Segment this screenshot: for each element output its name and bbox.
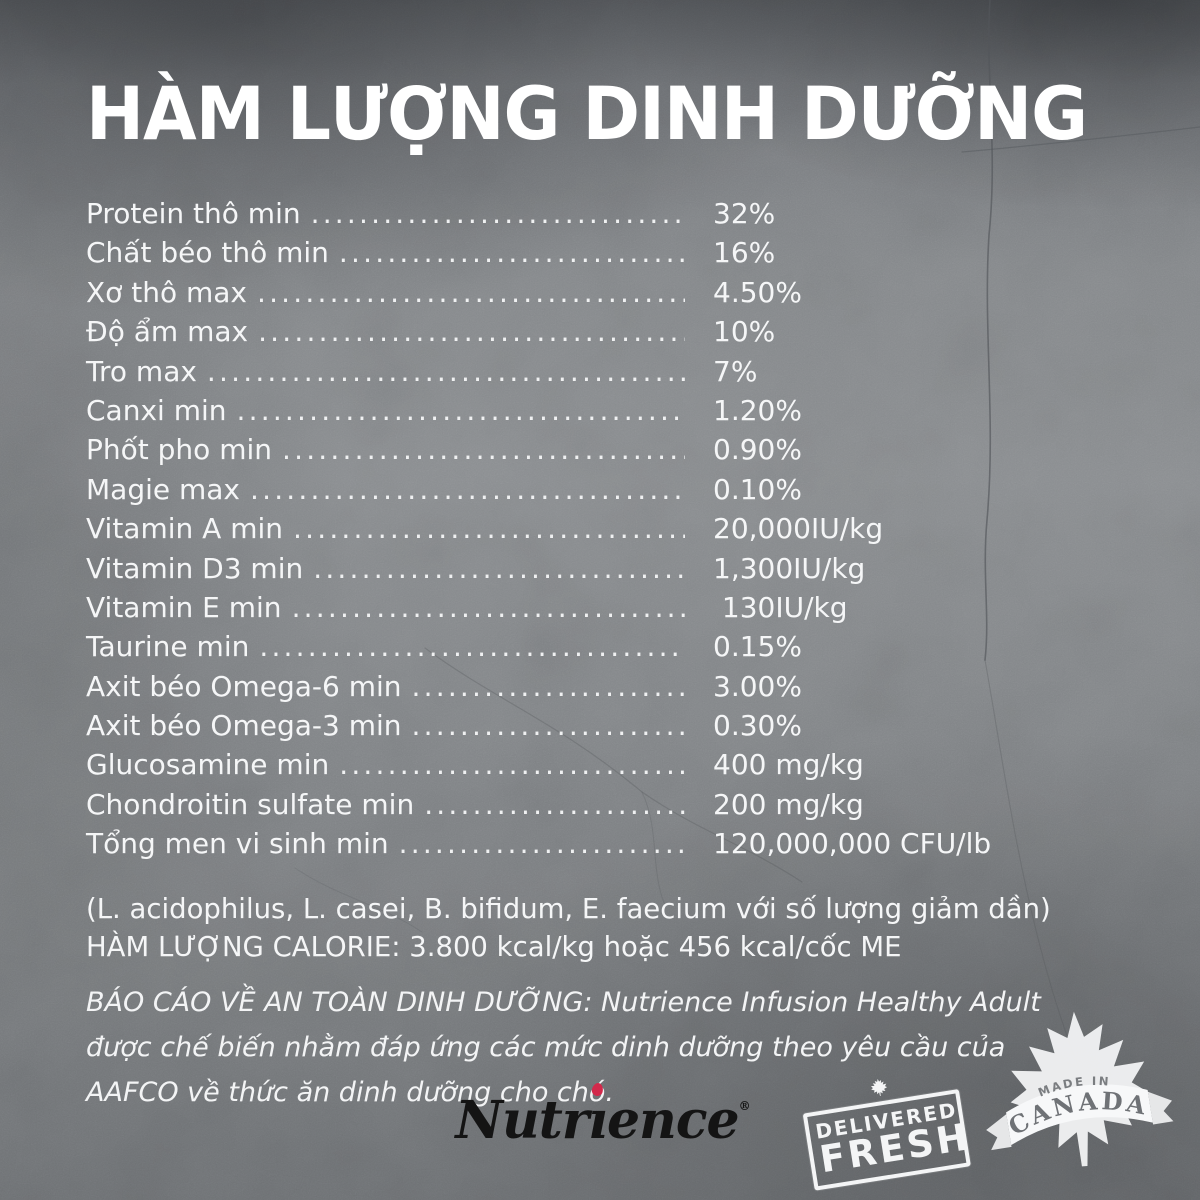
registered-mark: ® [738,1099,751,1113]
nutrient-value: 4.50% [713,275,802,309]
dotted-leader [339,748,685,781]
nutrient-label: Vitamin E min [86,590,282,624]
nutrient-value: 16% [713,236,776,270]
nutrient-value: 0.30% [713,709,802,743]
dotted-leader [412,670,685,703]
nutrient-value: 20,000IU/kg [713,512,884,546]
dotted-leader [259,630,685,663]
dotted-leader [292,591,685,624]
nutrient-value: 400 mg/kg [713,748,864,782]
nutrient-value: 7% [713,354,758,388]
table-row: Tro max 7% [86,355,1016,394]
nutrient-label: Xơ thô max [86,275,247,309]
brand-i-red-dot: ı [588,1090,608,1151]
brand-text-prefix: Nutr [455,1090,589,1151]
table-row: Xơ thô max 4.50% [86,276,1016,315]
table-row: Độ ẩm max 10% [86,315,1016,354]
nutrient-value: 0.15% [713,630,802,664]
nutrience-logo: Nutrıence® [448,1090,758,1151]
dotted-leader [313,552,685,585]
dotted-leader [293,512,685,545]
table-row: Axit béo Omega-3 min 0.30% [86,709,1016,748]
aafco-statement: BÁO CÁO VỀ AN TOÀN DINH DƯỠNG: Nutrience… [86,987,1041,1108]
nutrient-label: Taurine min [86,630,250,664]
nutrient-value: 32% [713,197,776,230]
nutrient-value: 3.00% [713,669,802,703]
table-row: Vitamin D3 min 1,300IU/kg [86,552,1016,591]
nutrient-label: Protein thô min [86,197,301,230]
nutrient-label: Vitamin A min [86,512,284,546]
table-row: Vitamin A min 20,000IU/kg [86,512,1016,551]
table-row: Chondroitin sulfate min 200 mg/kg [86,788,1016,827]
dotted-leader [207,355,685,388]
page-title: HÀM LƯỢNG DINH DƯỠNG [86,72,1088,158]
made-in-canada-badge: MADE IN CANADA [972,998,1187,1200]
table-row: Phốt pho min 0.90% [86,433,1016,472]
dotted-leader [237,394,685,427]
nutrient-label: Phốt pho min [86,433,272,467]
dotted-leader [424,788,685,821]
nutrient-label: Tổng men vi sinh min [86,827,389,861]
dotted-leader [250,473,685,506]
nutrient-label: Tro max [86,354,197,388]
nutrient-value: 0.90% [713,433,802,467]
table-row: Protein thô min 32% [86,197,1016,236]
nutrient-value: 0.10% [713,472,802,506]
nutrient-label: Vitamin D3 min [86,551,304,585]
table-row: Canxi min 1.20% [86,394,1016,433]
nutrient-label: Magie max [86,472,240,506]
nutrient-label: Chất béo thô min [86,236,329,270]
table-row: Vitamin E min 130IU/kg [86,591,1016,630]
table-row: Glucosamine min 400 mg/kg [86,748,1016,787]
calorie-line: HÀM LƯỢNG CALORIE: 3.800 kcal/kg hoặc 45… [86,931,902,963]
nutrient-value: 1.20% [713,393,802,427]
table-row: Taurine min 0.15% [86,630,1016,669]
nutrient-label: Axit béo Omega-6 min [86,669,402,703]
dotted-leader [282,433,685,466]
maple-leaf-banner: MADE IN CANADA [986,1006,1174,1171]
table-row: Tổng men vi sinh min 120,000,000 CFU/lb [86,827,1016,866]
stamp-box: DELIVERED FRESH [802,1088,973,1191]
dotted-leader [412,709,685,742]
nutrient-value: 1,300IU/kg [713,551,866,585]
nutrient-value: 10% [713,315,776,349]
nutrient-value: 130IU/kg [713,590,848,624]
nutrient-label: Axit béo Omega-3 min [86,709,402,743]
nutrient-label: Chondroitin sulfate min [86,787,415,821]
dotted-leader [257,276,685,309]
nutrient-value: 200 mg/kg [713,787,864,821]
dotted-leader [258,315,685,348]
brand-text-suffix: ence [606,1090,740,1151]
nutrient-value: 120,000,000 CFU/lb [713,827,992,861]
probiotics-note: (L. acidophilus, L. casei, B. bifidum, E… [86,893,1051,925]
nutrition-table: Protein thô min 32% Chất béo thô min 16%… [86,197,1016,867]
dotted-leader [399,827,685,860]
table-row: Magie max 0.10% [86,473,1016,512]
dotted-leader [311,197,685,230]
nutrient-label: Độ ẩm max [86,315,249,349]
table-row: Chất béo thô min 16% [86,236,1016,275]
maple-leaf-icon [869,1077,888,1098]
dotted-leader [339,236,685,269]
table-row: Axit béo Omega-6 min 3.00% [86,670,1016,709]
nutrient-label: Canxi min [86,393,227,427]
nutrient-label: Glucosamine min [86,748,330,782]
